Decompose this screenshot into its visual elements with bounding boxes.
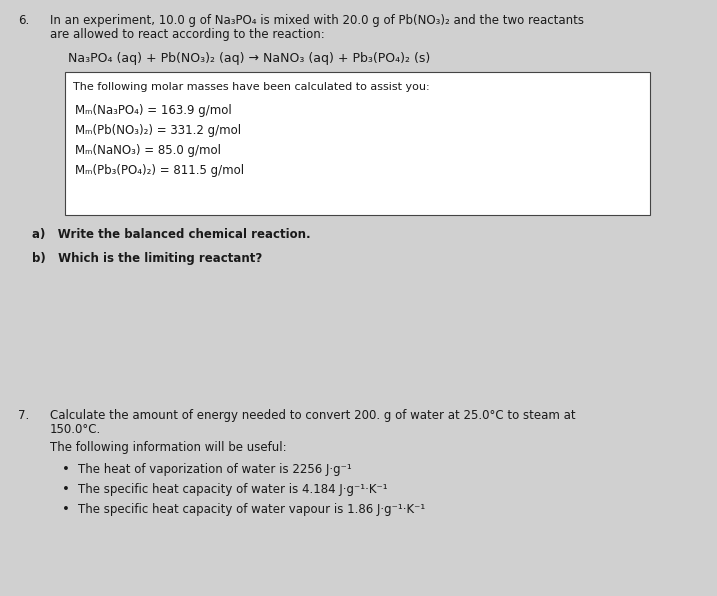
Text: b)   Which is the limiting reactant?: b) Which is the limiting reactant?: [32, 252, 262, 265]
Text: 6.: 6.: [18, 14, 29, 27]
Text: 7.: 7.: [18, 409, 29, 422]
FancyBboxPatch shape: [65, 72, 650, 215]
Text: •: •: [62, 463, 70, 476]
Text: The following molar masses have been calculated to assist you:: The following molar masses have been cal…: [73, 82, 429, 92]
Text: 150.0°C.: 150.0°C.: [50, 423, 101, 436]
Text: Mₘ(NaNO₃) = 85.0 g/mol: Mₘ(NaNO₃) = 85.0 g/mol: [75, 144, 221, 157]
Text: The heat of vaporization of water is 2256 J·g⁻¹: The heat of vaporization of water is 225…: [78, 463, 352, 476]
Text: Mₘ(Na₃PO₄) = 163.9 g/mol: Mₘ(Na₃PO₄) = 163.9 g/mol: [75, 104, 232, 117]
Text: Calculate the amount of energy needed to convert 200. g of water at 25.0°C to st: Calculate the amount of energy needed to…: [50, 409, 576, 422]
Text: a)   Write the balanced chemical reaction.: a) Write the balanced chemical reaction.: [32, 228, 310, 241]
Text: Na₃PO₄ (aq) + Pb(NO₃)₂ (aq) → NaNO₃ (aq) + Pb₃(PO₄)₂ (s): Na₃PO₄ (aq) + Pb(NO₃)₂ (aq) → NaNO₃ (aq)…: [68, 52, 430, 65]
Text: •: •: [62, 503, 70, 516]
Text: •: •: [62, 483, 70, 496]
Text: Mₘ(Pb₃(PO₄)₂) = 811.5 g/mol: Mₘ(Pb₃(PO₄)₂) = 811.5 g/mol: [75, 164, 244, 177]
Text: Mₘ(Pb(NO₃)₂) = 331.2 g/mol: Mₘ(Pb(NO₃)₂) = 331.2 g/mol: [75, 124, 241, 137]
Text: In an experiment, 10.0 g of Na₃PO₄ is mixed with 20.0 g of Pb(NO₃)₂ and the two : In an experiment, 10.0 g of Na₃PO₄ is mi…: [50, 14, 584, 27]
Text: are allowed to react according to the reaction:: are allowed to react according to the re…: [50, 28, 325, 41]
Text: The specific heat capacity of water is 4.184 J·g⁻¹·K⁻¹: The specific heat capacity of water is 4…: [78, 483, 388, 496]
Text: The specific heat capacity of water vapour is 1.86 J·g⁻¹·K⁻¹: The specific heat capacity of water vapo…: [78, 503, 425, 516]
Text: The following information will be useful:: The following information will be useful…: [50, 441, 287, 454]
